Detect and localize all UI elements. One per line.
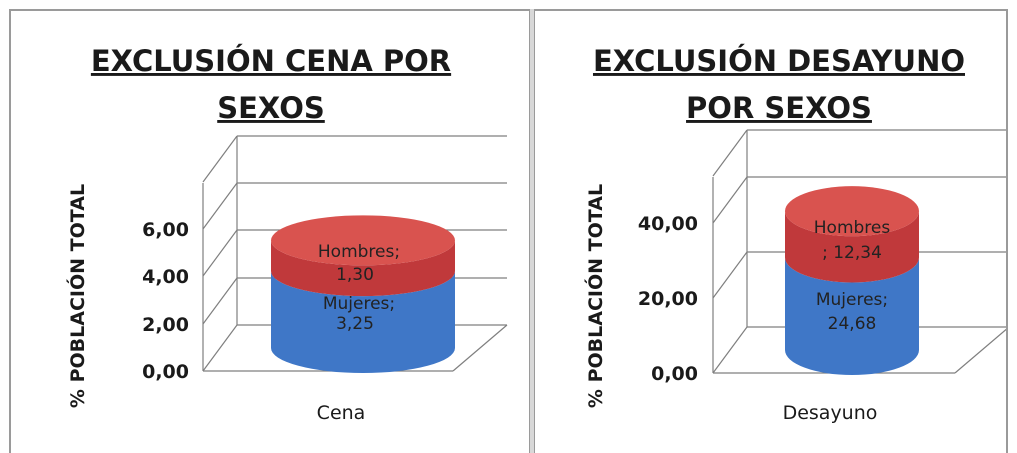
chart-desayuno: EXCLUSIÓN DESAYUNO POR SEXOS % POBLACIÓN T…: [535, 11, 1006, 453]
data-label-hombres: Hombres;: [318, 242, 400, 262]
chart-title: EXCLUSIÓN DESAYUNO: [593, 44, 965, 78]
floor-side-edge: [955, 327, 1006, 373]
gridline-depth: [203, 183, 237, 229]
chart-panel-desayuno: EXCLUSIÓN DESAYUNO POR SEXOS % POBLACIÓN T…: [534, 9, 1008, 453]
data-label-mujeres: 3,25: [336, 314, 374, 334]
data-label-hombres: Hombres: [814, 218, 891, 238]
gridline-depth: [713, 177, 747, 223]
y-axis-label: % POBLACIÓN TOTAL: [65, 184, 89, 408]
data-label-mujeres: Mujeres;: [816, 290, 888, 310]
chart-panel-cena: EXCLUSIÓN CENA POR SEXOS % POBLACIÓN TOTAL…: [9, 9, 530, 453]
chart-title: POR SEXOS: [686, 91, 872, 125]
gridline-depth: [203, 325, 237, 371]
data-label-hombres: ; 12,34: [822, 243, 882, 263]
data-label-mujeres: 24,68: [828, 314, 877, 334]
y-axis-label: % POBLACIÓN TOTAL: [583, 184, 607, 408]
chart-cena: EXCLUSIÓN CENA POR SEXOS % POBLACIÓN TOTAL…: [11, 11, 530, 453]
chart-title: SEXOS: [217, 91, 325, 125]
gridline-depth: [203, 278, 237, 324]
gridline-depth: [203, 230, 237, 276]
data-label-hombres: 1,30: [336, 265, 374, 285]
x-category-label: Desayuno: [783, 402, 878, 424]
y-tick-label: 6,00: [142, 219, 189, 241]
gridline-depth: [203, 136, 237, 182]
gridline-depth: [713, 130, 747, 176]
x-category-label: Cena: [317, 402, 366, 424]
y-tick-label: 0,00: [651, 363, 698, 385]
floor-side-edge: [453, 325, 507, 371]
y-tick-label: 20,00: [638, 288, 698, 310]
gridline-depth: [713, 252, 747, 298]
y-tick-label: 4,00: [142, 266, 189, 288]
y-tick-label: 0,00: [142, 361, 189, 383]
data-label-mujeres: Mujeres;: [323, 294, 395, 314]
y-tick-label: 2,00: [142, 314, 189, 336]
chart-title: EXCLUSIÓN CENA POR: [91, 44, 451, 78]
y-tick-label: 40,00: [638, 213, 698, 235]
gridline-depth: [713, 327, 747, 373]
